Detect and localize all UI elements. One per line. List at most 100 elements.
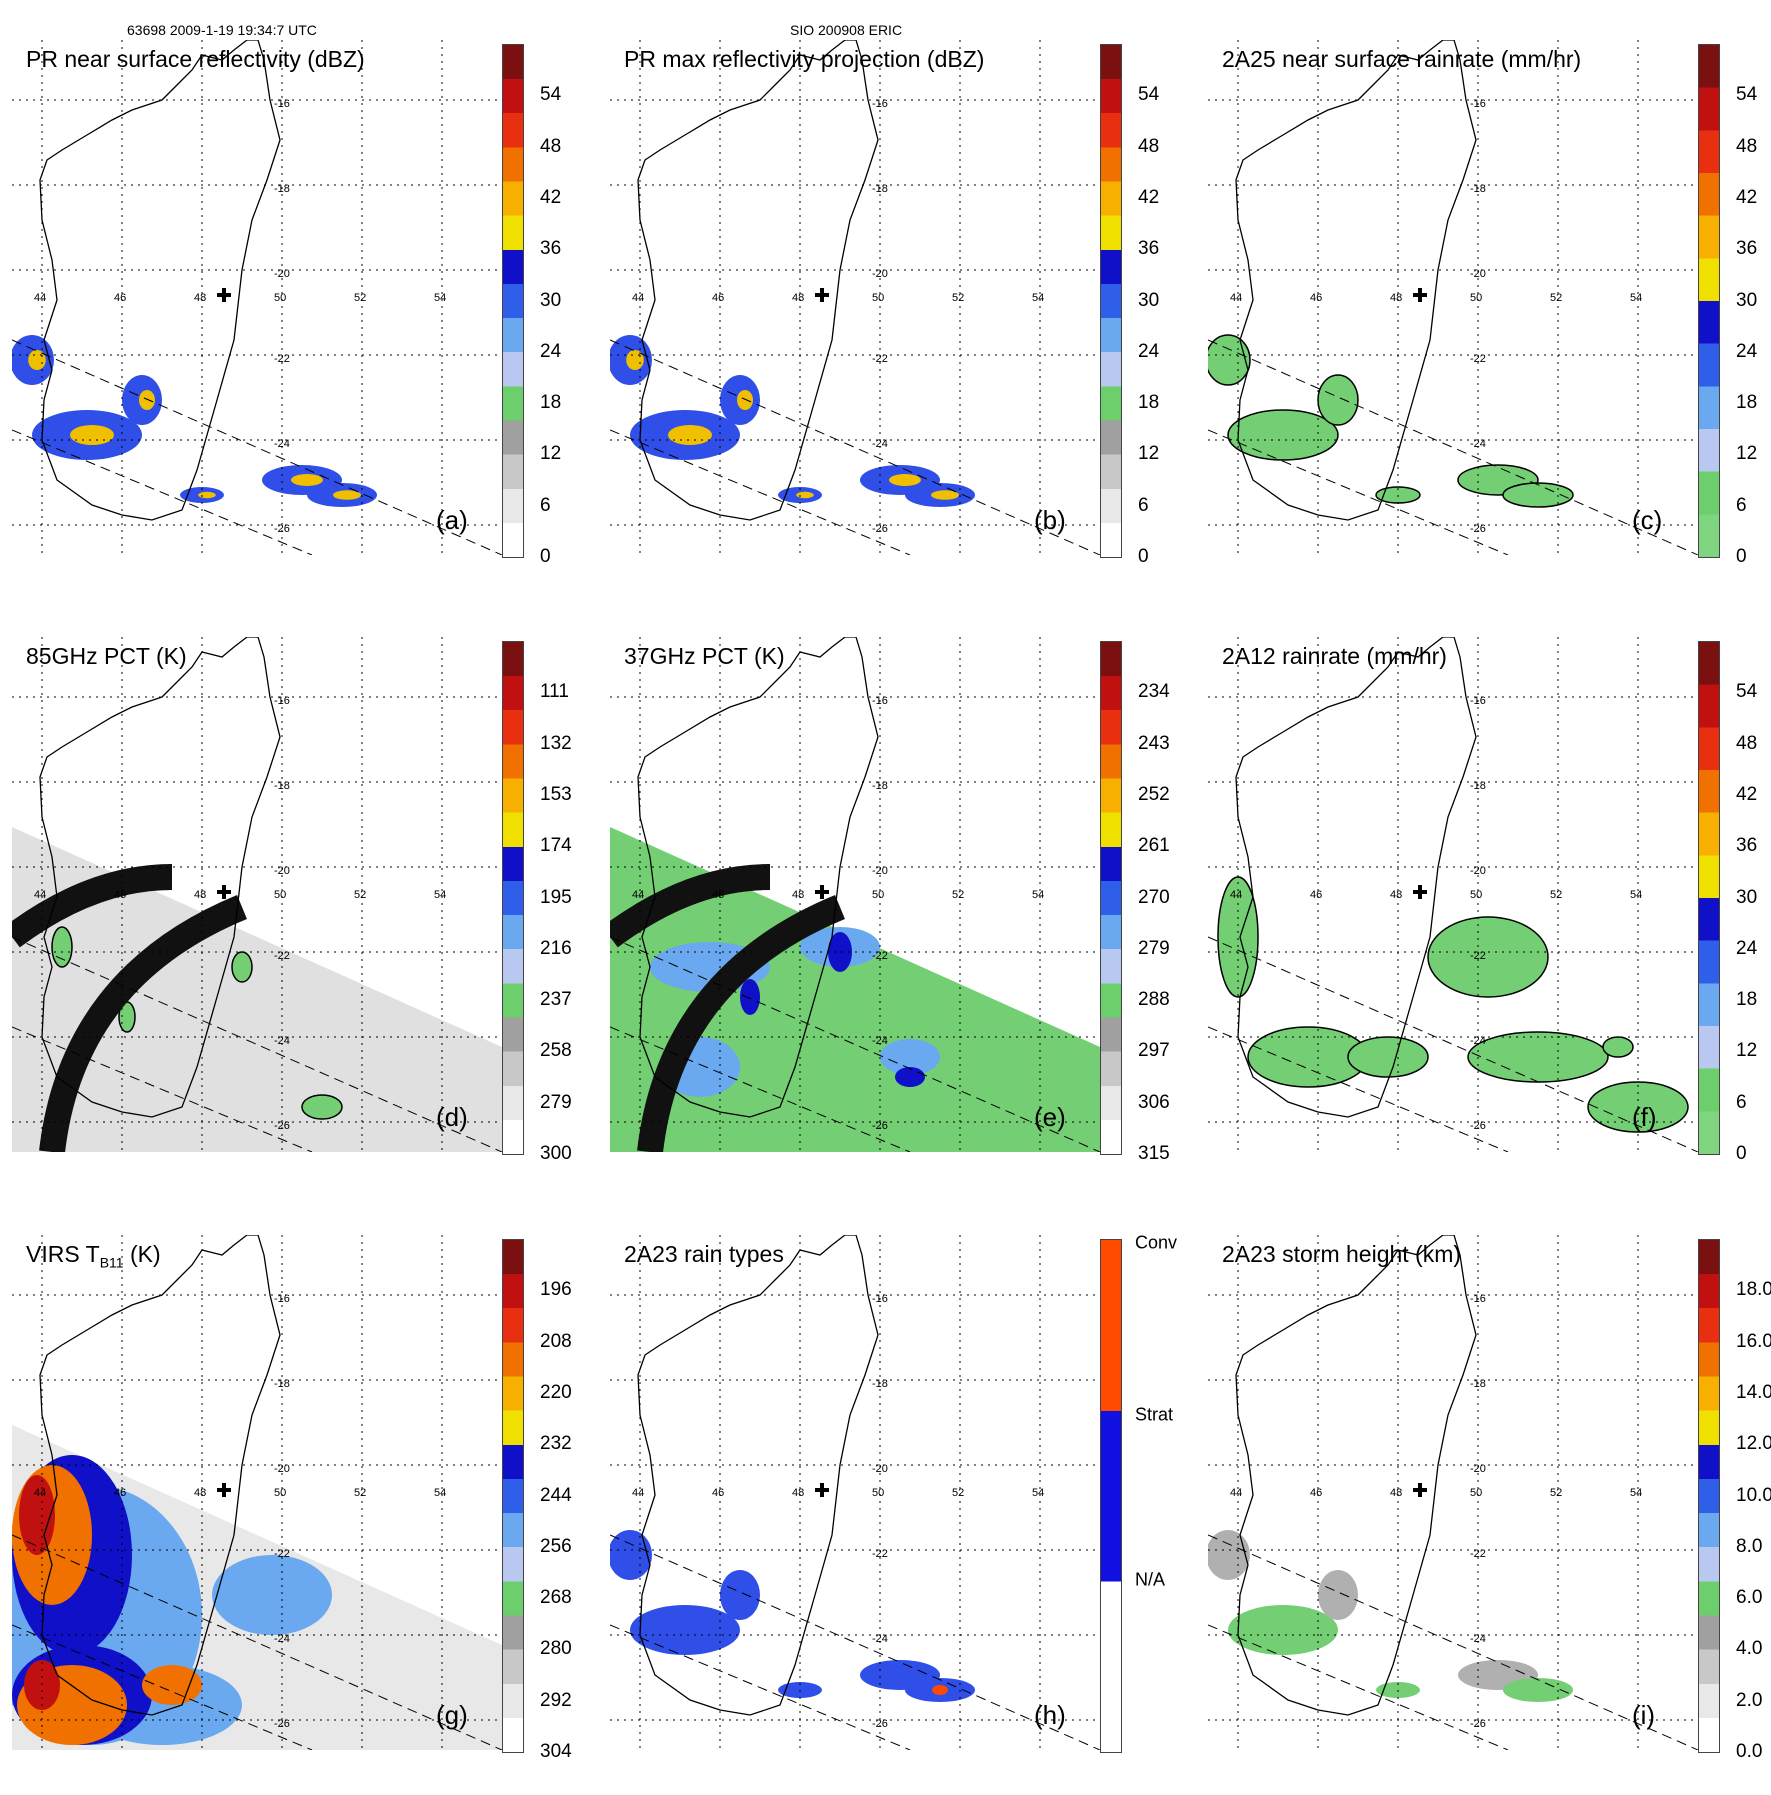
colorbar-tick-label: 280 <box>540 1638 572 1660</box>
colorbar-tick-label: 6.0 <box>1736 1587 1763 1609</box>
colorbar-tick-label: 48 <box>1736 732 1758 754</box>
swath-edge <box>12 1624 313 1750</box>
panel-title-tail: (K) <box>123 1241 161 1267</box>
lon-label: 50 <box>1470 292 1483 304</box>
panel-tag: (i) <box>1632 1700 1656 1730</box>
map-plot: 44 46 48 50 52 54 -16 -18 -20 -22 -24 -26 <box>12 40 502 555</box>
lon-label: 54 <box>434 1487 447 1499</box>
lat-label: -16 <box>1470 1293 1486 1305</box>
lat-label: -24 <box>872 1035 888 1047</box>
map-plot: 44 46 48 50 52 54 -16 -18 -20 -22 -24 -26 <box>1208 637 1698 1152</box>
lat-label: -18 <box>274 1378 290 1390</box>
lon-label: 48 <box>792 889 805 901</box>
rain-area <box>1347 1036 1429 1078</box>
scan-arc <box>12 864 173 948</box>
cold-region <box>880 1039 940 1075</box>
colorbar <box>502 44 524 558</box>
colorbar-tick-label: 42 <box>540 186 562 208</box>
colorbar-tick-label: 315 <box>1138 1143 1170 1164</box>
panel-title-text: 2A23 storm height (km) <box>1222 1241 1462 1267</box>
panel-title: VIRS TB11 (K) <box>26 1241 161 1271</box>
panel-title: PR max reflectivity projection (dBZ) <box>624 46 984 73</box>
lat-label: -16 <box>872 1293 888 1305</box>
panel-tag: (f) <box>1632 1102 1657 1132</box>
scan-arc <box>39 894 247 1152</box>
lat-label: -16 <box>872 98 888 110</box>
colorbar-tick-label: 18 <box>1736 989 1758 1011</box>
colorbar-tick-label: 195 <box>540 886 572 908</box>
colorbar-tick-label: 261 <box>1138 835 1170 857</box>
lat-label: -22 <box>1470 353 1486 365</box>
colorbar-tick-label: 208 <box>540 1330 572 1352</box>
colorbar-tick-label: 297 <box>1138 1040 1170 1062</box>
storm-center-icon <box>815 885 829 899</box>
colorbar-tick-label: 18 <box>1736 392 1758 414</box>
lat-label: -20 <box>872 1463 888 1475</box>
lat-label: -24 <box>1470 438 1486 450</box>
colorbar-tick-label: 0 <box>1138 546 1149 567</box>
rain-cell <box>1228 1605 1338 1655</box>
colorbar-tick-label: N/A <box>1135 1569 1166 1590</box>
swath-edge <box>610 339 1100 555</box>
scan-arc <box>637 894 845 1152</box>
cold-core <box>828 932 852 972</box>
lon-label: 54 <box>1630 292 1643 304</box>
lat-label: -22 <box>1470 950 1486 962</box>
colorbar-tick-label: 4.0 <box>1736 1638 1763 1660</box>
colorbar-tick-label: 10.0 <box>1736 1484 1771 1506</box>
colorbar-tick-label: 6 <box>1736 1091 1747 1113</box>
colorbar-tick-label: 288 <box>1138 989 1170 1011</box>
lon-label: 50 <box>872 1487 885 1499</box>
lon-label: 44 <box>632 292 645 304</box>
lat-label: -24 <box>274 438 290 450</box>
lon-label: 48 <box>792 1487 805 1499</box>
lon-label: 44 <box>1230 1487 1243 1499</box>
lon-label: 50 <box>274 1487 287 1499</box>
lon-label: 54 <box>1630 889 1643 901</box>
colorbar-tick-label: 18 <box>1138 392 1160 414</box>
map-plot: 44 46 48 50 52 54 -16 -18 -20 -22 -24 -26 <box>12 637 502 1152</box>
lon-label: 44 <box>1230 292 1243 304</box>
panel-title-text: VIRS T <box>26 1241 100 1267</box>
colorbar-tick-label: 18.0 <box>1736 1279 1771 1301</box>
lat-label: -20 <box>872 268 888 280</box>
rain-core <box>333 490 361 500</box>
lat-label: -18 <box>872 780 888 792</box>
rain-area <box>1467 1031 1609 1083</box>
colorbar-tick-label: 258 <box>540 1040 572 1062</box>
lon-label: 44 <box>34 1487 47 1499</box>
coldest-top <box>19 1475 55 1555</box>
lon-label: 46 <box>712 1487 725 1499</box>
panel-d: 44 46 48 50 52 54 -16 -18 -20 -22 -24 -26 85GHz PCT … <box>0 637 572 1197</box>
lat-label: -26 <box>274 523 290 535</box>
colorbar-tick-label: 36 <box>540 238 562 260</box>
colorbar-tick-label: 30 <box>540 289 562 311</box>
map-plot: 44 46 48 50 52 54 -16 -18 -20 -22 -24 -26 <box>12 1235 502 1750</box>
lon-label: 44 <box>34 889 47 901</box>
storm-center-icon <box>815 288 829 302</box>
rain-core <box>70 425 114 445</box>
tmi-swath <box>610 827 1100 1152</box>
colorbar-tick-label: 0.0 <box>1736 1741 1763 1762</box>
colorbar-tick-label: 6 <box>1138 494 1149 516</box>
colorbar-tick-label: 306 <box>1138 1091 1170 1113</box>
lon-label: 50 <box>274 889 287 901</box>
colorbar-tick-label: 270 <box>1138 886 1170 908</box>
lon-label: 48 <box>1390 1487 1403 1499</box>
rain-cell <box>1208 1530 1250 1580</box>
colorbar-tick-label: 42 <box>1138 186 1160 208</box>
rain-area <box>1602 1036 1634 1058</box>
panel-title: 2A25 near surface rainrate (mm/hr) <box>1222 46 1581 73</box>
colorbar-tick-label: 0 <box>1736 546 1747 567</box>
colorbar <box>1100 44 1122 558</box>
storm-center-icon <box>1413 288 1427 302</box>
rain-cell <box>1208 334 1251 386</box>
map-plot: 44 46 48 50 52 54 -16 -18 -20 -22 -24 -26 <box>610 40 1100 555</box>
lat-label: -18 <box>1470 183 1486 195</box>
lon-label: 50 <box>872 889 885 901</box>
lon-label: 46 <box>1310 292 1323 304</box>
lat-label: -26 <box>872 1120 888 1132</box>
colorbar-tick-label: 132 <box>540 732 572 754</box>
colorbar-tick-label: 24 <box>1736 937 1758 959</box>
colorbar-tick-label: 36 <box>1736 835 1758 857</box>
